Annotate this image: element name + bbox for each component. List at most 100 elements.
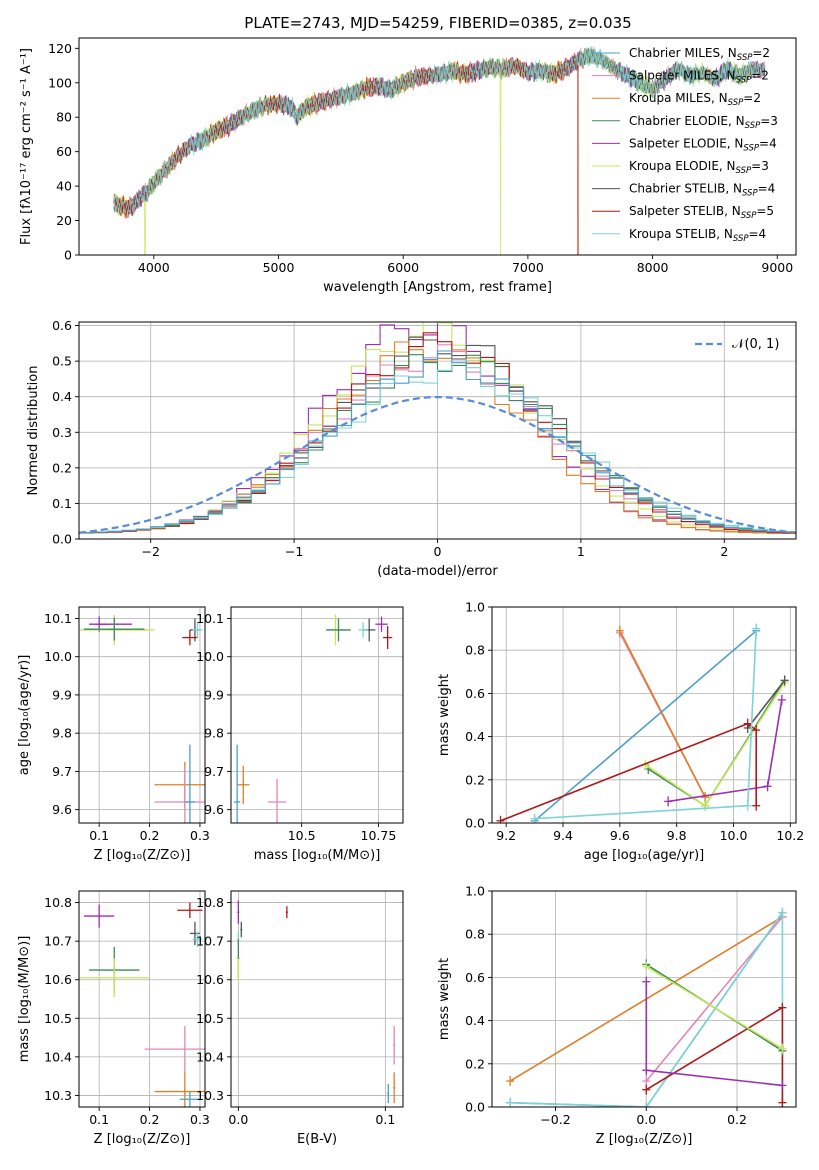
y-tick-label: 0.8 <box>465 927 485 942</box>
errorbar-salpeter_elodie <box>84 904 115 928</box>
errorbar-salpeter_stelib <box>383 626 393 650</box>
weight-line <box>747 679 786 729</box>
y-tick-label: 0.2 <box>52 460 72 475</box>
y-tick-label: 40 <box>56 179 72 194</box>
x-tick-label: 4000 <box>138 260 170 275</box>
x-tick-label: −1 <box>285 544 303 559</box>
errorbar-chabrier_miles <box>387 1083 390 1104</box>
x-axis-label: age [log₁₀(age/yr)] <box>584 848 705 863</box>
errorbar-salpeter_elodie <box>237 900 240 924</box>
y-tick-label: 0.6 <box>52 318 72 333</box>
histogram-salpeter_stelib <box>79 332 796 534</box>
y-tick-label: 0 <box>64 248 72 263</box>
histogram-chabrier_miles <box>79 350 796 534</box>
errorbar-chabrier_elodie <box>326 618 351 642</box>
x-tick-label: 5000 <box>263 260 295 275</box>
panel-spectrum: 4000 5000 6000 7000 8000 9000 0 20 40 60 80 100 120 w… <box>19 37 797 295</box>
x-tick-label: 0.2 <box>727 1112 747 1127</box>
y-tick-label: 10.4 <box>44 1049 72 1064</box>
y-tick-label: 10.7 <box>196 934 224 949</box>
x-tick-label: 10.0 <box>720 828 748 843</box>
x-tick-label: 9.4 <box>553 828 573 843</box>
legend-entry-chabrier_stelib: Chabrier STELIB, NSSP=4 <box>629 182 775 199</box>
plot-area <box>496 623 789 823</box>
x-axis-label: Z [log₁₀(Z/Z⊙)] <box>596 1132 693 1147</box>
y-tick-label: 0.0 <box>465 816 485 831</box>
y-tick-label: 9.6 <box>204 802 224 817</box>
y-tick-label: 0.4 <box>465 1013 485 1028</box>
y-tick-label: 0.3 <box>52 425 72 440</box>
y-tick-label: 10.4 <box>196 1049 224 1064</box>
errorbar-kroupa_stelib <box>192 622 203 638</box>
weight-series-salpeter_stelib <box>496 718 761 823</box>
legend-entry-salpeter_miles: Salpeter MILES, NSSP=2 <box>629 69 769 86</box>
x-tick-label: 0.0 <box>228 1112 248 1127</box>
errorbar-salpeter_elodie <box>375 616 388 632</box>
x-axis-label: Z [log₁₀(Z/Z⊙)] <box>94 1132 191 1147</box>
panel-weight_vs_age: 9.2 9.4 9.6 9.8 10.0 10.2 0.0 0.2 0.4 0.6 0.8 1.0 ag… <box>437 600 804 864</box>
figure-title: PLATE=2743, MJD=54259, FIBERID=0385, z=0… <box>244 14 631 32</box>
x-tick-label: 0.3 <box>190 828 210 843</box>
x-tick-label: 6000 <box>387 260 419 275</box>
plot-area <box>506 907 787 1107</box>
spectrum-line-kroupa_stelib <box>113 45 766 214</box>
y-tick-label: 10.6 <box>44 972 72 987</box>
y-tick-label: 10.3 <box>44 1088 72 1103</box>
y-tick-label: 0.8 <box>465 643 485 658</box>
x-tick-label: 10.75 <box>361 828 397 843</box>
errorbar-chabrier_stelib <box>189 921 200 945</box>
axes-frame <box>78 890 206 1108</box>
axes-frame <box>78 606 206 824</box>
weight-line <box>534 628 757 820</box>
x-tick-label: 10.5 <box>288 828 316 843</box>
legend-entry-kroupa_elodie: Kroupa ELODIE, NSSP=3 <box>629 159 769 176</box>
plot-area <box>113 45 766 255</box>
plot-area <box>79 322 796 534</box>
errorbar-chabrier_miles <box>234 744 241 823</box>
x-tick-label: 0.3 <box>190 1112 210 1127</box>
errorbar-kroupa_elodie <box>79 958 150 998</box>
y-tick-label: 9.9 <box>52 687 72 702</box>
y-axis-label: age [log₁₀(age/yr)] <box>17 655 32 776</box>
x-tick-label: 0.2 <box>140 828 160 843</box>
legend-entry-salpeter_elodie: Salpeter ELODIE, NSSP=4 <box>629 136 777 153</box>
legend-entry-salpeter_stelib: Salpeter STELIB, NSSP=5 <box>629 204 774 221</box>
y-tick-label: 9.7 <box>204 764 224 779</box>
y-tick-label: 0.6 <box>465 686 485 701</box>
y-tick-label: 0.4 <box>52 389 72 404</box>
x-tick-label: 0 <box>434 544 442 559</box>
y-tick-label: 1.0 <box>465 600 485 615</box>
x-axis-label: Z [log₁₀(Z/Z⊙)] <box>94 848 191 863</box>
x-tick-label: 1 <box>577 544 585 559</box>
y-axis-label: Normed distribution <box>26 366 41 496</box>
errorbar-salpeter_stelib <box>177 902 203 918</box>
axes-frame <box>491 890 797 1108</box>
y-tick-label: 0.2 <box>465 772 485 787</box>
errorbar-salpeter_miles <box>393 1026 396 1065</box>
x-tick-label: 0.2 <box>140 1112 160 1127</box>
x-axis-label: wavelength [Angstrom, rest frame] <box>323 280 552 295</box>
y-tick-label: 100 <box>48 75 72 90</box>
axes-frame <box>78 321 797 540</box>
plot-area <box>237 900 396 1104</box>
legend-entry-chabrier_miles: Chabrier MILES, NSSP=2 <box>629 46 770 63</box>
y-axis-label: mass weight <box>437 958 452 1040</box>
weight-series-kroupa_stelib <box>530 623 761 823</box>
y-axis-label: mass [log₁₀(M/M⊙)] <box>17 936 32 1063</box>
y-tick-label: 10.1 <box>196 611 224 626</box>
y-tick-label: 10.8 <box>196 895 224 910</box>
normal-curve <box>79 396 794 534</box>
weight-series-salpeter_elodie <box>642 976 787 1091</box>
weight-line <box>534 630 757 822</box>
x-tick-label: 0.0 <box>636 1112 656 1127</box>
y-tick-label: 60 <box>56 144 72 159</box>
errorbar-chabrier_stelib <box>240 921 243 938</box>
weight-series-kroupa_elodie <box>641 677 789 811</box>
legend-entry-kroupa_miles: Kroupa MILES, NSSP=2 <box>629 91 761 108</box>
axes-frame <box>491 606 797 824</box>
y-tick-label: 0.6 <box>465 970 485 985</box>
errorbar-kroupa_stelib <box>358 622 368 638</box>
x-tick-label: 0.1 <box>89 1112 109 1127</box>
spectrum-legend: Chabrier MILES, NSSP=2 Salpeter MILES, NS… <box>592 46 778 244</box>
